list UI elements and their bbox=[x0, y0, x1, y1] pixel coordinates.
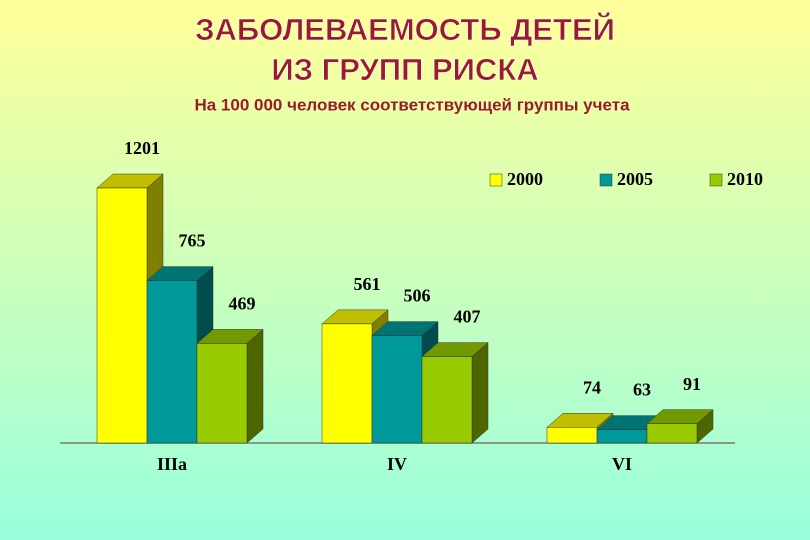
bar-face bbox=[646, 423, 698, 444]
bar-face bbox=[96, 187, 148, 444]
data-label: 469 bbox=[229, 294, 256, 314]
data-label: 91 bbox=[683, 374, 701, 394]
legend-swatch bbox=[599, 173, 613, 187]
legend-swatch bbox=[709, 173, 723, 187]
bar-face bbox=[421, 356, 473, 444]
bar-face bbox=[146, 280, 198, 444]
legend-label: 2010 bbox=[727, 169, 763, 189]
legend-swatch bbox=[489, 173, 503, 187]
legend-label: 2005 bbox=[617, 169, 653, 189]
x-tick-label: IIIa bbox=[157, 454, 187, 474]
data-label: 1201 bbox=[124, 138, 160, 158]
data-label: 407 bbox=[454, 307, 481, 327]
data-label: 561 bbox=[354, 274, 381, 294]
chart-subtitle: На 100 000 человек соответствующей групп… bbox=[194, 95, 630, 114]
bar bbox=[196, 328, 264, 444]
bar-face bbox=[546, 427, 598, 444]
bar bbox=[421, 342, 489, 444]
data-label: 63 bbox=[633, 380, 651, 400]
bar-face bbox=[596, 429, 648, 444]
bar bbox=[646, 409, 714, 444]
bar-face bbox=[246, 328, 264, 444]
chart-title: ЗАБОЛЕВАЕМОСТЬ ДЕТЕЙ bbox=[195, 11, 615, 47]
bar-face bbox=[196, 343, 248, 444]
legend-label: 2000 bbox=[507, 169, 543, 189]
bar-face bbox=[471, 342, 489, 444]
data-label: 506 bbox=[404, 286, 431, 306]
x-tick-label: VI bbox=[612, 454, 632, 474]
data-label: 74 bbox=[583, 377, 601, 397]
x-tick-label: IV bbox=[387, 454, 407, 474]
data-label: 765 bbox=[179, 231, 206, 251]
chart-title: ИЗ ГРУПП РИСКА bbox=[271, 52, 538, 87]
bar-face bbox=[321, 323, 373, 444]
bar-face bbox=[371, 335, 423, 444]
